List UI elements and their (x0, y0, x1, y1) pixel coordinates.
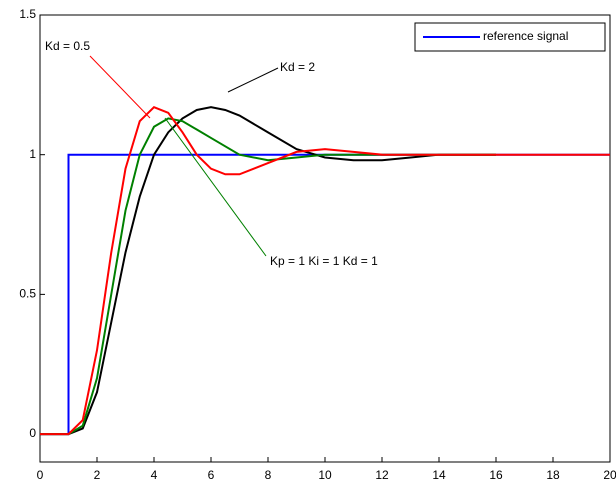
x-tick-label: 2 (94, 468, 101, 482)
legend-label: reference signal (483, 29, 568, 43)
page: 0 2 4 6 8 10 12 14 16 18 20 0 0.5 1 1.5 Kd = 0.5 Kd = 2 K… (0, 0, 616, 488)
annotation: Kd = 2 (280, 60, 315, 74)
chart: 0 2 4 6 8 10 12 14 16 18 20 0 0.5 1 1.5 Kd = 0.5 Kd = 2 K… (0, 0, 616, 488)
x-tick-label: 20 (603, 468, 616, 482)
x-tick-label: 10 (318, 468, 332, 482)
x-tick-label: 8 (265, 468, 272, 482)
x-tick-label: 6 (208, 468, 215, 482)
x-tick-label: 16 (489, 468, 503, 482)
y-tick-label: 1.5 (19, 7, 36, 21)
x-tick-label: 0 (37, 468, 44, 482)
y-tick-label: 0.5 (19, 287, 36, 301)
y-tick-label: 1 (29, 147, 36, 161)
y-tick-label: 0 (29, 426, 36, 440)
x-tick-label: 12 (375, 468, 389, 482)
x-tick-label: 18 (546, 468, 560, 482)
annotation: Kp = 1 Ki = 1 Kd = 1 (270, 254, 378, 268)
annotation: Kd = 0.5 (45, 39, 90, 53)
x-tick-label: 4 (151, 468, 158, 482)
x-tick-label: 14 (432, 468, 446, 482)
plot-area (40, 15, 610, 462)
